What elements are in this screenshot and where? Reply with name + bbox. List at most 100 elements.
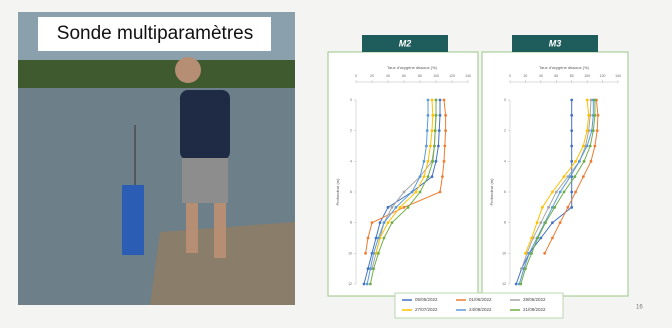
data-point [431,129,434,132]
data-point [429,145,432,148]
data-point [433,145,436,148]
photo [18,12,295,305]
data-point [415,191,418,194]
x-axis-label: Taux d'oxygène dissous (%) [539,65,589,70]
photo-person-leg [186,203,198,253]
data-point [593,114,596,117]
y-tick-label: 4 [504,159,506,163]
data-point [551,221,554,224]
photo-trees [18,60,295,90]
data-point [583,160,586,163]
legend-label: 05/05/2022 [415,297,438,302]
y-tick-label: 6 [504,190,506,194]
data-point [438,129,441,132]
data-point [367,267,370,270]
data-point [435,99,438,102]
data-point [371,221,374,224]
photo-person-leg [214,203,226,258]
x-tick-label: 20 [523,74,527,78]
data-point [530,252,533,255]
data-point [539,221,542,224]
x-tick-label: 140 [465,74,471,78]
y-axis-label: Profondeur (m) [489,178,494,206]
data-point [387,206,390,209]
data-point [423,175,426,178]
chart-title: M3 [549,38,562,48]
data-point [566,206,569,209]
data-point [419,191,422,194]
data-point [530,237,533,240]
y-axis-label: Profondeur (m) [335,178,340,206]
data-point [399,206,402,209]
legend-label: 01/06/2022 [469,297,492,302]
data-point [570,160,573,163]
data-point [539,237,542,240]
data-point [427,160,430,163]
data-point [570,114,573,117]
data-point [366,283,369,286]
data-point [586,145,589,148]
x-tick-label: 80 [418,74,422,78]
data-point [363,283,366,286]
data-point [427,99,430,102]
data-point [427,114,430,117]
data-point [553,206,556,209]
data-point [434,129,437,132]
data-point [411,191,414,194]
data-point [519,283,522,286]
y-tick-label: 10 [348,251,352,255]
data-point [444,129,447,132]
data-point [391,206,394,209]
data-point [431,114,434,117]
x-tick-label: 100 [584,74,590,78]
legend-label: 21/09/2022 [523,307,546,312]
data-point [586,129,589,132]
data-point [541,206,544,209]
y-tick-label: 4 [350,159,352,163]
x-tick-label: 0 [509,74,511,78]
data-point [570,99,573,102]
data-point [395,206,398,209]
legend-label: 27/07/2022 [415,307,438,312]
data-point [551,237,554,240]
data-point [375,252,378,255]
slide: Sonde multiparamètres 16 M2 Taux d'oxygèn… [0,0,672,328]
data-point [423,160,426,163]
data-point [383,237,386,240]
data-point [551,191,554,194]
data-point [590,160,593,163]
chart-title: M2 [399,38,412,48]
chart-frame [482,52,628,296]
data-point [573,175,576,178]
data-point [367,237,370,240]
photo-person-shorts [182,158,228,203]
y-tick-label: 12 [348,282,352,286]
data-point [387,221,390,224]
data-point [555,191,558,194]
data-point [570,191,573,194]
data-point [582,175,585,178]
data-point [441,175,444,178]
body: Sonde multiparamètres 16 M2 Taux d'oxygèn… [0,0,672,328]
data-point [597,114,600,117]
data-point [427,175,430,178]
y-tick-label: 0 [350,98,352,102]
data-point [586,99,589,102]
photo-probe [122,185,144,255]
data-point [426,129,429,132]
photo-person-body [180,90,230,160]
data-point [589,145,592,148]
data-point [375,237,378,240]
data-point [377,252,380,255]
x-tick-label: 80 [570,74,574,78]
page-number: 16 [636,305,643,311]
slide-title: Sonde multiparamètres [57,23,253,44]
legend-label: 29/06/2022 [523,297,546,302]
data-point [439,114,442,117]
data-point [524,267,527,270]
data-point [379,221,382,224]
y-tick-label: 0 [504,98,506,102]
data-point [435,160,438,163]
data-point [383,221,386,224]
data-point [407,206,410,209]
